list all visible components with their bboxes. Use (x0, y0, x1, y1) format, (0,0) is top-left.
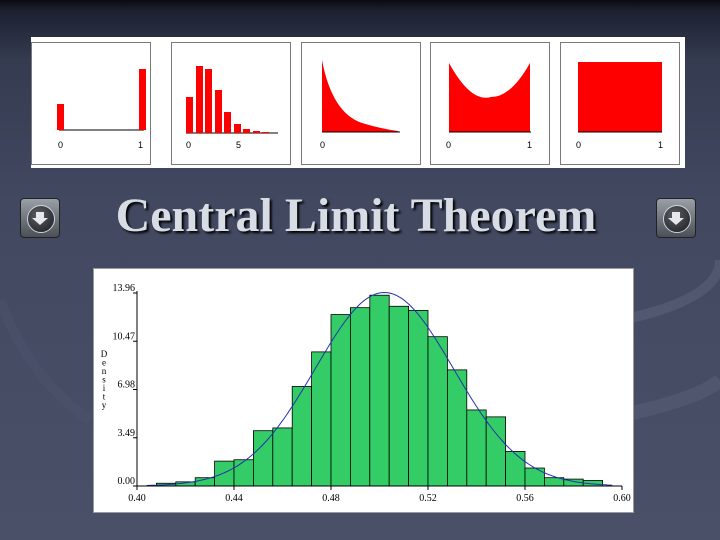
tick-label: 0 (576, 140, 582, 150)
distribution-panel-exponential: 0 (301, 42, 421, 165)
u-shaped-area (449, 63, 530, 132)
tick-label: 1 (138, 140, 144, 150)
y-axis-label-letter: y (102, 400, 107, 410)
histogram-bar (446, 369, 468, 487)
distribution-panel-u-shaped: 0 1 (430, 42, 550, 165)
y-tick-label: 10.47 (113, 331, 136, 342)
x-tick-label: 0.60 (613, 493, 631, 504)
y-axis-label-letter: s (102, 375, 106, 385)
mini-bar (215, 90, 222, 133)
mini-bar (139, 69, 146, 130)
y-axis-label-letter: e (102, 358, 106, 368)
tick-label: 1 (527, 140, 533, 150)
distributions-strip: 0 1 0 5 0 0 1 (31, 37, 685, 168)
y-tick-label: 6.98 (118, 380, 136, 391)
histogram-bar (408, 310, 429, 487)
histogram-bar (485, 416, 507, 487)
two-point-plot (57, 69, 146, 131)
tick-label: 0 (320, 140, 326, 150)
mini-bar (234, 124, 241, 133)
histogram-bar (369, 294, 390, 487)
tick-label: 0 (186, 140, 192, 150)
y-axis-label-letter: i (103, 383, 106, 393)
x-tick-label: 0.52 (419, 493, 437, 504)
mini-bar (205, 69, 212, 133)
distribution-panel-discrete: 0 5 (171, 42, 291, 165)
histogram-bar (427, 336, 448, 487)
histogram-svg: 0.40 0.44 0.48 0.52 0.56 0.60 0.00 3.49 6.98 10.4… (101, 283, 631, 504)
mini-bar (224, 112, 231, 133)
slide-title: Central Limit Theorem (115, 189, 597, 242)
histogram-chart: 0.40 0.44 0.48 0.52 0.56 0.60 0.00 3.49 6.98 10.4… (93, 268, 634, 513)
uniform-area (578, 62, 662, 132)
down-arrow-icon (668, 212, 684, 225)
mini-bar (253, 131, 260, 133)
y-tick-label: 3.49 (118, 428, 136, 439)
histogram-bar (272, 427, 293, 487)
histogram-bar (466, 409, 487, 487)
uniform-plot (578, 62, 662, 133)
nav-forward-button[interactable] (656, 198, 696, 238)
tick-label: 1 (658, 140, 664, 150)
distribution-panel-two-point: 0 1 (31, 42, 151, 165)
y-tick-label: 13.96 (113, 283, 136, 294)
u-shaped-plot (449, 63, 531, 133)
histogram-bar (388, 305, 410, 487)
mini-bar (186, 97, 193, 133)
exponential-area (322, 60, 398, 132)
mini-bar (262, 132, 269, 133)
discrete-plot (186, 66, 278, 134)
x-tick-label: 0.44 (225, 493, 243, 504)
histogram-bar (233, 459, 254, 487)
histogram-bar (349, 307, 371, 487)
x-tick-label: 0.48 (322, 493, 340, 504)
histogram-bar (311, 351, 332, 487)
normal-curve (146, 291, 613, 486)
distribution-panel-uniform: 0 1 (560, 42, 680, 165)
y-axis-label-letter: n (102, 366, 107, 376)
mini-bar (57, 104, 64, 130)
x-tick-label: 0.56 (516, 493, 534, 504)
nav-back-button[interactable] (20, 198, 60, 238)
y-tick-label: 0.00 (118, 476, 136, 487)
exponential-plot (322, 60, 400, 133)
tick-label: 0 (446, 140, 452, 150)
title-row: Central Limit Theorem (0, 188, 720, 248)
y-axis-label-letter: t (103, 392, 106, 402)
tick-label: 0 (58, 140, 64, 150)
down-arrow-icon (32, 212, 48, 225)
mini-bar (196, 66, 203, 133)
x-tick-label: 0.40 (128, 493, 146, 504)
mini-bar (243, 129, 250, 133)
histogram-bar (330, 314, 351, 487)
y-axis-label-letter: D (101, 349, 108, 359)
histogram-bar (524, 467, 545, 487)
histogram-bar (214, 460, 235, 487)
tick-label: 5 (236, 140, 242, 150)
histogram-bar (252, 430, 274, 487)
histogram-bar (505, 451, 526, 487)
